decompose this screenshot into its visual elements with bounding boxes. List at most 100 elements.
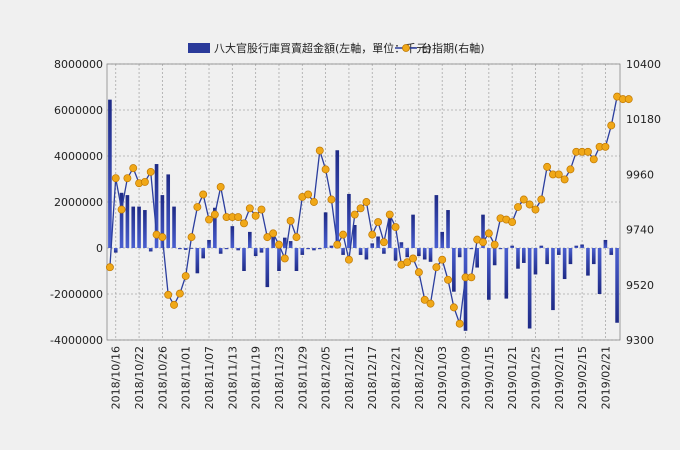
bar [457, 248, 462, 258]
line-point [216, 182, 225, 191]
bar [527, 248, 532, 329]
line-path [109, 95, 629, 324]
line-point [624, 95, 633, 104]
x-tick-label: 2019/02/11 [553, 346, 566, 409]
line-point [199, 190, 208, 199]
bar [148, 248, 153, 252]
bar [434, 195, 439, 248]
line-point [251, 211, 260, 220]
bar [533, 248, 538, 275]
line-point [601, 142, 610, 151]
line-point [240, 219, 248, 228]
line-point [309, 198, 318, 206]
bar [265, 248, 270, 288]
legend-bar-label: 八大官股行庫買賣超金額(左軸，單位：千元) [214, 41, 432, 55]
line-markers [105, 92, 633, 328]
bar [469, 248, 474, 250]
bar [463, 248, 468, 331]
bar [300, 248, 305, 255]
line-point [269, 229, 278, 238]
bar [568, 248, 573, 265]
bar [428, 248, 433, 262]
bar [288, 241, 293, 248]
line-point [234, 213, 243, 222]
line-point [525, 200, 534, 209]
x-tick-label: 2018/12/26 [413, 346, 426, 409]
bar [562, 248, 567, 280]
x-tick-label: 2018/12/21 [390, 346, 403, 409]
line-point [385, 210, 394, 219]
right-tick-label: 9520 [626, 279, 654, 292]
line-point [356, 204, 365, 213]
bar [580, 244, 584, 248]
x-tick-label: 2019/02/15 [576, 346, 589, 409]
bar-series [108, 99, 619, 331]
line-point [566, 165, 575, 174]
right-tick-label: 9740 [626, 224, 654, 237]
line-point [170, 300, 178, 309]
line-point [146, 167, 155, 176]
bar [294, 248, 299, 271]
line-point [275, 240, 283, 249]
line-point [140, 177, 149, 186]
bar [306, 248, 310, 250]
line-point [537, 195, 546, 204]
legend-line-marker [402, 44, 410, 52]
line-point [560, 175, 569, 184]
x-tick-label: 2018/11/23 [273, 346, 286, 409]
line-point [455, 319, 464, 328]
x-tick-label: 2019/01/03 [436, 346, 449, 409]
bar [113, 248, 118, 253]
line-point [484, 229, 493, 238]
line-point [514, 203, 522, 211]
bar [440, 231, 445, 248]
bar [422, 248, 427, 260]
bar [551, 248, 555, 311]
left-tick-label: 0 [96, 242, 103, 255]
bar [522, 248, 526, 263]
line-point [339, 230, 348, 239]
line-point [333, 240, 342, 249]
line-point [379, 238, 388, 247]
line-point [321, 165, 330, 174]
x-tick-label: 2018/11/29 [296, 346, 309, 409]
line-point [368, 230, 377, 239]
line-point [531, 205, 540, 214]
line-point [205, 215, 213, 224]
bar [271, 235, 275, 248]
line-point [554, 170, 563, 179]
legend: 八大官股行庫買賣超金額(左軸，單位：千元) 台指期(右軸) [188, 41, 485, 55]
line-point [420, 295, 429, 304]
x-tick-label: 2019/02/21 [599, 346, 612, 409]
x-tick-label: 2018/12/11 [343, 346, 356, 409]
bar [545, 248, 549, 265]
right-tick-label: 9300 [626, 334, 654, 347]
bar [329, 245, 334, 248]
bar [242, 248, 246, 271]
line-point [374, 218, 383, 227]
line-point [292, 233, 301, 242]
bar [160, 195, 165, 248]
line-point [257, 205, 266, 214]
bar [224, 248, 229, 250]
bar [393, 248, 398, 261]
x-tick-label: 2018/11/07 [203, 346, 216, 409]
x-tick-label: 2019/01/09 [460, 346, 473, 409]
line-point [426, 299, 435, 308]
x-tick-label: 2018/11/01 [180, 346, 193, 409]
line-point [344, 255, 353, 264]
bar [352, 225, 357, 248]
line-point [479, 238, 487, 247]
line-series [109, 95, 629, 324]
x-tick-label: 2019/01/15 [483, 346, 496, 409]
x-tick-label: 2018/10/26 [156, 346, 169, 409]
bar [178, 248, 182, 250]
line-point [210, 210, 219, 219]
bar [236, 248, 240, 251]
bar [172, 206, 176, 248]
legend-bar-swatch [188, 43, 210, 53]
x-tick-label: 2018/12/05 [320, 346, 333, 409]
bar [382, 248, 386, 254]
bar [417, 248, 421, 257]
line-point [589, 155, 598, 164]
